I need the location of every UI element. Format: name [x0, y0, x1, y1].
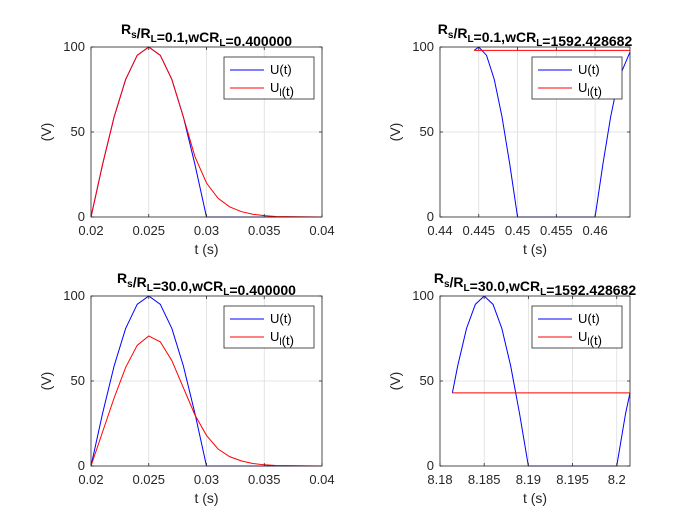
y-tick-label: 100	[63, 39, 85, 54]
x-tick-label: 0.44	[427, 223, 452, 238]
y-axis-label: (V)	[38, 123, 54, 142]
y-tick-label: 0	[427, 209, 434, 224]
y-tick-label: 100	[412, 288, 434, 303]
chart-title: Rs/RL=0.1,wCRL=1592.428682	[438, 21, 633, 49]
chart-title: Rs/RL=30.0,wCRL=1592.428682	[434, 270, 636, 298]
y-tick-label: 100	[63, 288, 85, 303]
legend-label: Ul(t)	[270, 329, 294, 348]
x-tick-label: 0.02	[78, 223, 103, 238]
x-tick-label: 8.185	[468, 472, 501, 487]
legend-box	[223, 305, 315, 349]
x-axis-label: t (s)	[523, 490, 547, 506]
chart-title: Rs/RL=30.0,wCRL=0.400000	[117, 270, 296, 298]
x-axis-label: t (s)	[194, 490, 218, 506]
legend-label: Ul(t)	[578, 329, 602, 348]
series-line-u	[473, 46, 631, 218]
legend: U(t) Ul(t)	[223, 56, 315, 100]
legend-label: Ul(t)	[578, 80, 602, 99]
y-tick-label: 50	[420, 373, 434, 388]
series-line-ul	[90, 46, 323, 218]
y-tick-label: 0	[78, 458, 85, 473]
y-tick-label: 50	[420, 124, 434, 139]
y-tick-label: 0	[78, 209, 85, 224]
x-tick-label: 8.2	[608, 472, 626, 487]
legend: U(t) Ul(t)	[531, 305, 623, 349]
y-tick-label: 50	[71, 124, 85, 139]
chart-title: Rs/RL=0.1,wCRL=0.400000	[121, 21, 292, 49]
x-tick-label: 8.195	[556, 472, 589, 487]
y-tick-label: 100	[412, 39, 434, 54]
x-axis-label: t (s)	[523, 241, 547, 257]
x-tick-label: 8.19	[516, 472, 541, 487]
x-tick-label: 0.03	[194, 472, 219, 487]
x-tick-label: 0.03	[194, 223, 219, 238]
x-tick-label: 0.45	[505, 223, 530, 238]
y-tick-label: 0	[427, 458, 434, 473]
y-axis-label: (V)	[38, 372, 54, 391]
subplot-4: 8.18 8.185 8.19 8.195 8.2 0 50 100 t (s) (V) Rs/RL…	[387, 270, 636, 506]
x-axis-label: t (s)	[194, 241, 218, 257]
x-tick-label: 0.455	[540, 223, 573, 238]
x-tick-label: 0.035	[248, 472, 281, 487]
legend-label: U(t)	[578, 311, 600, 326]
x-tick-label: 0.025	[132, 472, 165, 487]
legend: U(t) Ul(t)	[223, 305, 315, 349]
x-tick-label: 0.445	[463, 223, 496, 238]
series-line-ul	[90, 335, 323, 467]
legend-box	[531, 56, 623, 100]
legend-label: Ul(t)	[270, 80, 294, 99]
legend-label: U(t)	[578, 62, 600, 77]
legend-box	[531, 305, 623, 349]
legend-label: U(t)	[270, 62, 292, 77]
x-tick-label: 0.04	[309, 223, 334, 238]
y-tick-label: 50	[71, 373, 85, 388]
legend-label: U(t)	[270, 311, 292, 326]
series-line-u	[90, 295, 322, 467]
x-tick-label: 8.18	[427, 472, 452, 487]
x-tick-label: 0.02	[78, 472, 103, 487]
legend: U(t) Ul(t)	[531, 56, 623, 100]
subplot-1: 0.02 0.025 0.03 0.035 0.04 0 50 100 t (s) (V) Rs/R…	[38, 21, 335, 257]
x-tick-label: 0.04	[309, 472, 334, 487]
legend-box	[223, 56, 315, 100]
y-axis-label: (V)	[387, 123, 403, 142]
x-tick-label: 0.46	[582, 223, 607, 238]
x-tick-label: 0.025	[132, 223, 165, 238]
subplot-3: 0.02 0.025 0.03 0.035 0.04 0 50 100 t (s) (V) Rs/R…	[38, 270, 335, 506]
y-axis-label: (V)	[387, 372, 403, 391]
subplot-2: 0.44 0.445 0.45 0.455 0.46 0 50 100 t (s) (V) Rs/R…	[387, 21, 632, 257]
x-tick-label: 0.035	[248, 223, 281, 238]
